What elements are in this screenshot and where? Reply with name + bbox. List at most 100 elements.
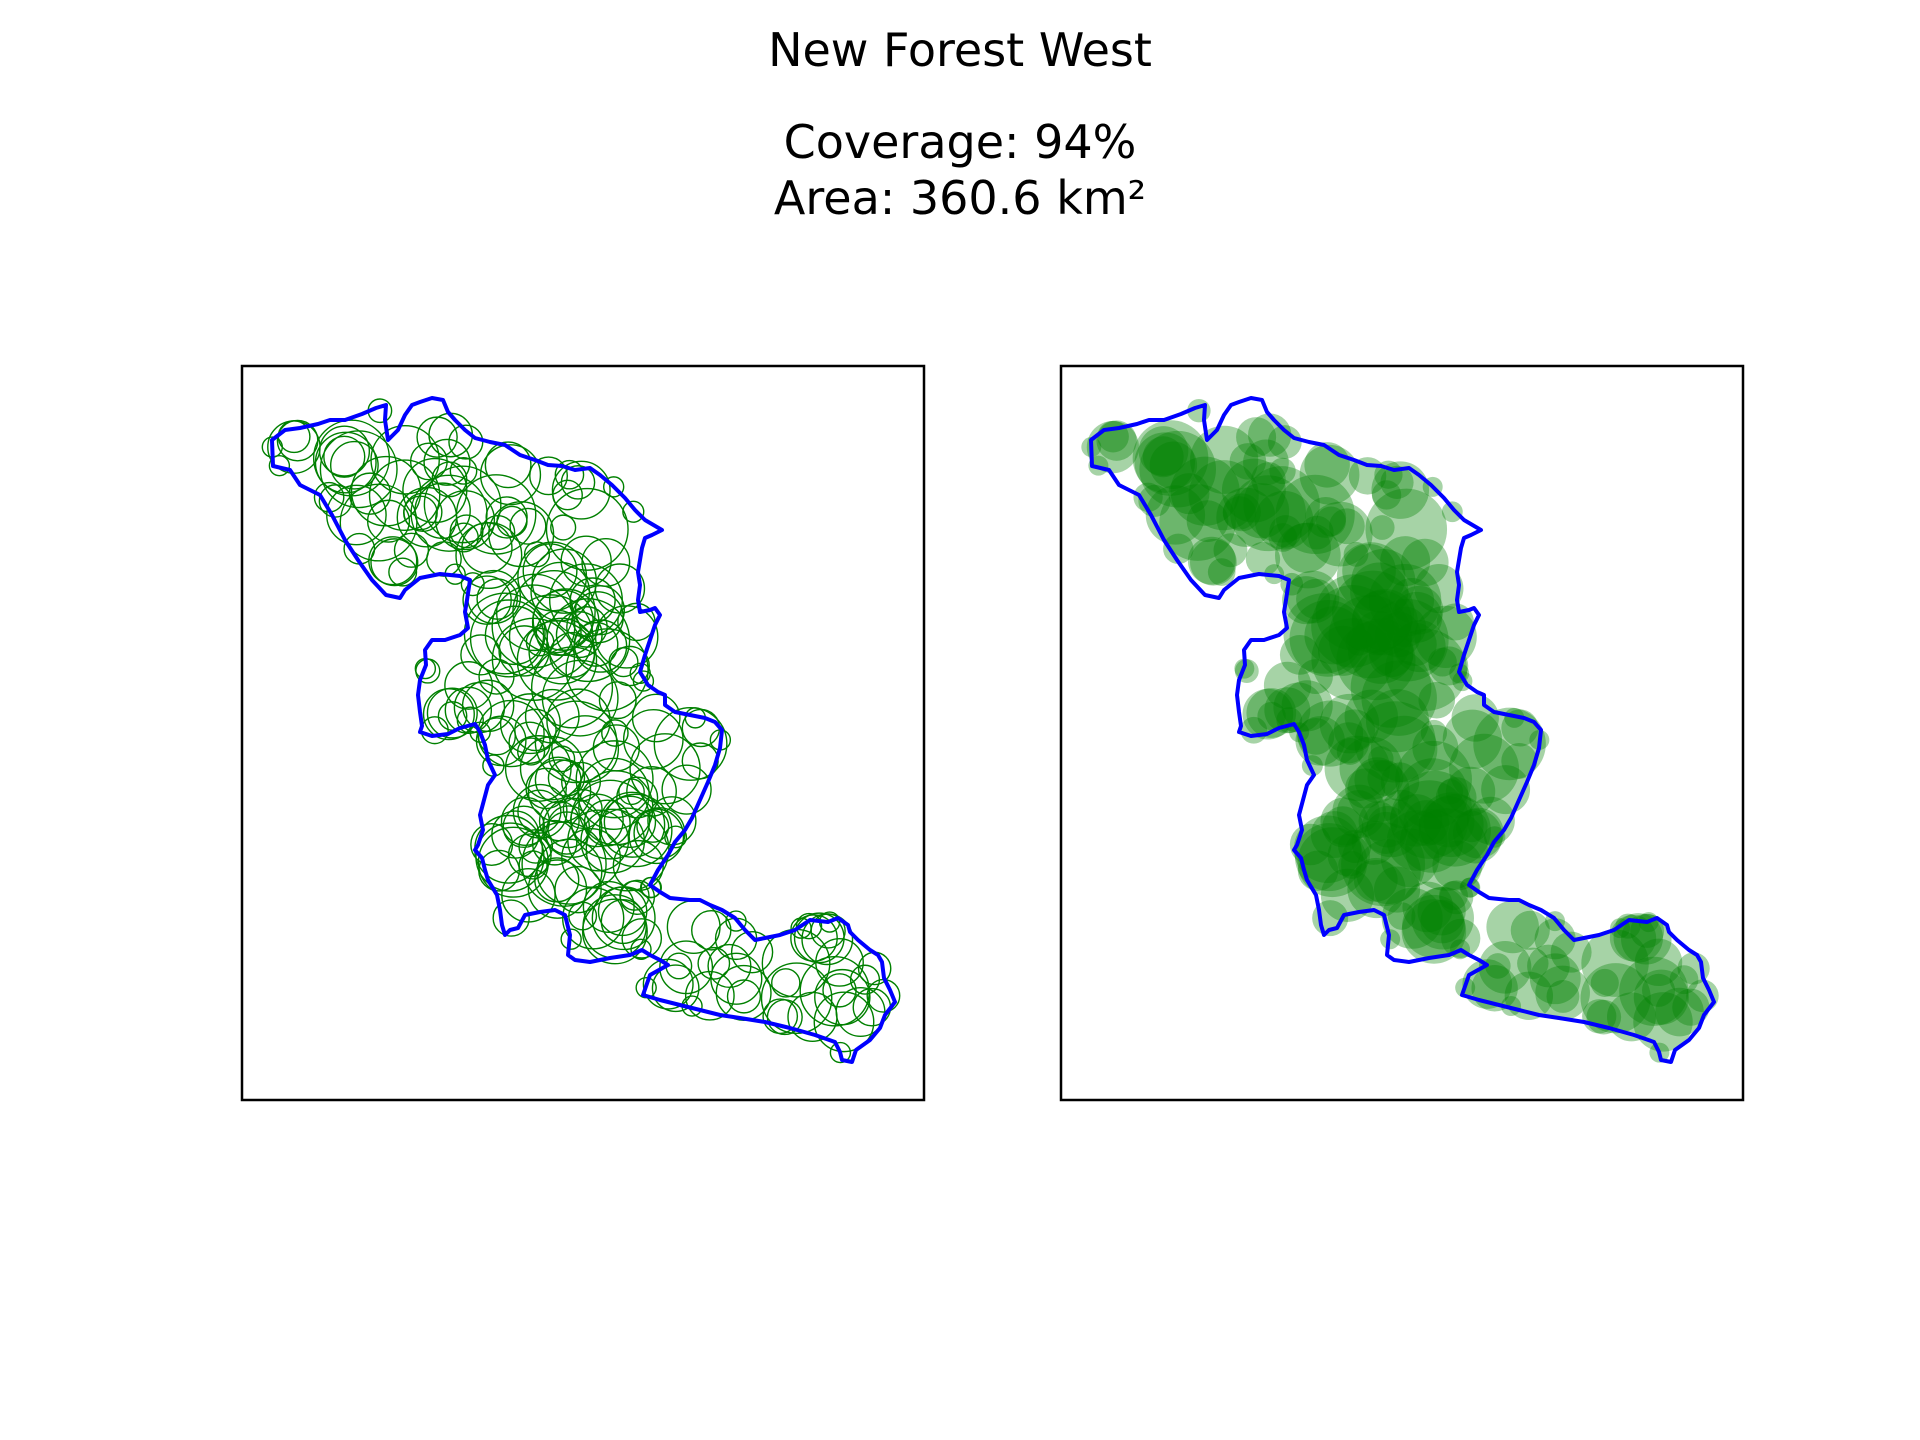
coverage-circle — [507, 833, 552, 878]
coverage-circle-filled — [1356, 839, 1421, 905]
coverage-circle-filled — [1368, 746, 1394, 772]
coverage-circle — [496, 505, 528, 538]
coverage-circle — [426, 687, 478, 739]
coverage-circle — [653, 706, 728, 781]
coverage-circle — [661, 764, 712, 815]
coverage-circle-filled — [1267, 425, 1302, 459]
coverage-circle — [444, 661, 493, 710]
coverage-circle-filled — [1243, 466, 1320, 543]
coverage-circle — [550, 514, 577, 541]
coverage-circle — [370, 538, 419, 587]
coverage-circle-filled — [1295, 716, 1345, 766]
coverage-circle-filled — [1320, 797, 1369, 846]
coverage-circle-filled — [1386, 810, 1448, 871]
coverage-circle-filled — [1139, 430, 1217, 508]
coverage-circle — [521, 821, 607, 907]
coverage-circle — [326, 484, 387, 546]
coverage-circle-filled — [1297, 717, 1335, 755]
coverage-circle-filled — [1254, 490, 1314, 550]
coverage-circle-filled — [1402, 894, 1466, 959]
coverage-circle-filled — [1282, 576, 1331, 625]
coverage-circle-filled — [1418, 792, 1484, 858]
coverage-circle — [581, 898, 648, 965]
coverage-circle-filled — [1414, 605, 1477, 668]
coverage-circle-filled — [1132, 420, 1209, 496]
coverage-circle-filled — [1275, 474, 1355, 555]
coverage-circle — [569, 577, 616, 624]
coverage-circle-filled — [1382, 789, 1422, 829]
panel-filled-circles — [1059, 364, 1745, 1102]
coverage-circle — [492, 899, 530, 937]
coverage-circle-filled — [1368, 632, 1414, 678]
coverage-circle-filled — [1316, 506, 1346, 537]
coverage-circle-filled — [1343, 541, 1369, 567]
coverage-circle-filled — [1420, 899, 1465, 944]
coverage-circle — [628, 808, 685, 865]
coverage-circle — [621, 918, 663, 959]
coverage-circle-filled — [1344, 689, 1398, 743]
coverage-circle-filled — [1371, 480, 1402, 510]
coverage-circle-filled — [1336, 542, 1406, 611]
coverage-circle-filled — [1399, 809, 1464, 873]
coverage-circle-filled — [1294, 823, 1363, 892]
coverage-circle-filled — [1268, 523, 1298, 552]
coverage-circle — [762, 998, 799, 1035]
coverage-circle — [583, 799, 631, 847]
coverage-circle-filled — [1669, 965, 1699, 995]
coverage-circle — [477, 699, 545, 768]
coverage-circle-filled — [1455, 810, 1488, 843]
coverage-circle-filled — [1170, 456, 1240, 526]
coverage-circle-filled — [1353, 857, 1398, 902]
coverage-circle — [449, 514, 484, 549]
coverage-circle — [546, 688, 611, 753]
coverage-circle-filled — [1279, 634, 1320, 675]
coverage-circle-filled — [1233, 483, 1290, 539]
coverage-circle-filled — [1385, 628, 1468, 711]
coverage-circle — [531, 819, 578, 866]
coverage-circle-filled — [1221, 458, 1286, 523]
coverage-circle — [609, 645, 650, 687]
coverage-circle-filled — [1401, 899, 1467, 964]
coverage-circle-filled — [1535, 965, 1590, 1021]
coverage-circle — [529, 456, 569, 496]
panel-outline-circles — [240, 364, 926, 1102]
area-text: Area: 360.6 km² — [773, 171, 1147, 225]
coverage-circle-filled — [1517, 947, 1549, 980]
coverage-circle-filled — [1441, 501, 1463, 523]
coverage-circle — [348, 472, 392, 515]
coverage-circle-filled — [1229, 443, 1267, 480]
coverage-circle-filled — [1336, 620, 1416, 701]
coverage-circle-filled — [1320, 868, 1375, 922]
coverage-circle-filled — [1369, 515, 1395, 540]
coverage-circle — [545, 487, 629, 571]
coverage-circle-filled — [1273, 682, 1324, 733]
coverage-circle — [622, 500, 645, 523]
coverage-circle-filled — [1483, 826, 1506, 848]
coverage-circle — [541, 659, 619, 737]
coverage-circle-filled — [1350, 562, 1409, 621]
coverage-circle-filled — [1412, 724, 1459, 771]
coverage-circle — [725, 910, 747, 932]
coverage-circle-filled — [1339, 736, 1403, 800]
coverage-circle — [329, 440, 379, 490]
figure-stats: Coverage: 94% Area: 360.6 km² — [0, 114, 1920, 226]
coverage-circle-filled — [1299, 444, 1360, 505]
coverage-circle-filled — [1240, 716, 1268, 744]
coverage-circle — [339, 483, 418, 562]
coverage-circle-filled — [1613, 913, 1664, 963]
coverage-circle — [479, 444, 542, 506]
panel-frame-right — [1059, 364, 1745, 1102]
coverage-circle-filled — [1322, 806, 1364, 848]
coverage-circle-filled — [1420, 719, 1448, 747]
coverage-circle — [499, 693, 561, 755]
coverage-circle — [318, 484, 353, 518]
coverage-circle-filled — [1437, 779, 1464, 805]
coverage-circle — [530, 646, 614, 729]
area-boundary — [270, 396, 897, 1064]
coverage-circles-filled — [1081, 398, 1719, 1063]
coverage-circle-filled — [1149, 441, 1198, 489]
coverage-circle-filled — [1367, 759, 1404, 797]
coverage-circle-filled — [1352, 590, 1413, 651]
coverage-circle-filled — [1338, 851, 1367, 879]
coverage-circle — [795, 912, 823, 940]
